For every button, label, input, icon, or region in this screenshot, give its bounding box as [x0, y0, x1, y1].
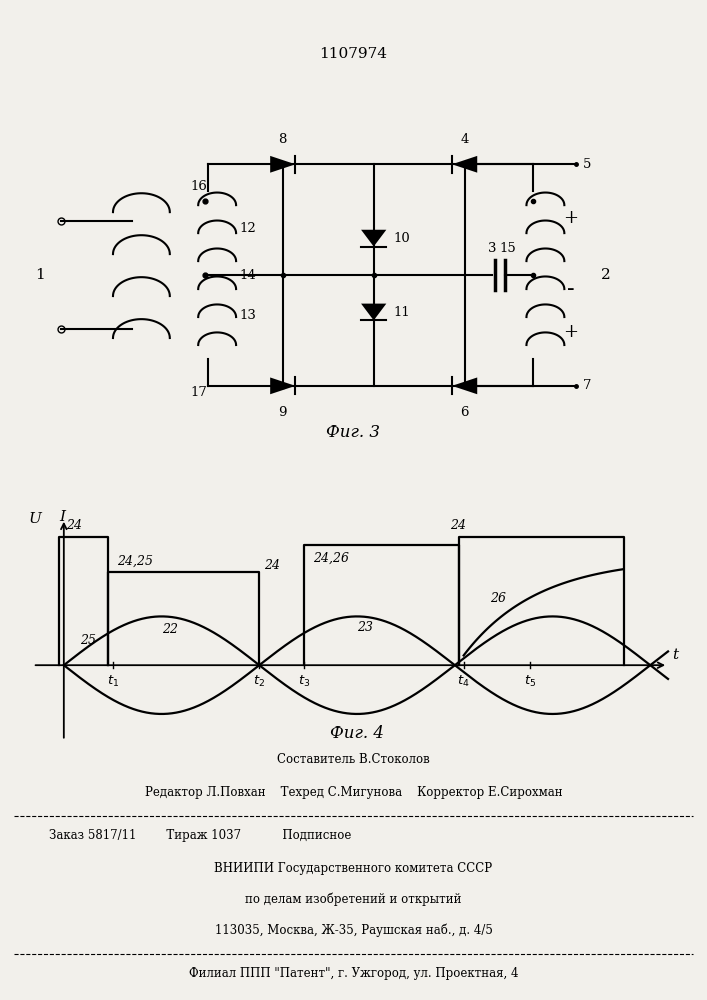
Text: +: + — [563, 209, 578, 227]
Text: Фиг. 4: Фиг. 4 — [330, 725, 384, 742]
Text: 13: 13 — [240, 309, 257, 322]
Text: 24,26: 24,26 — [312, 552, 349, 565]
Text: -: - — [567, 277, 575, 300]
Text: 11: 11 — [394, 306, 411, 318]
Text: $t_5$: $t_5$ — [524, 674, 537, 689]
Text: 10: 10 — [394, 232, 411, 245]
Polygon shape — [361, 304, 386, 320]
Text: 3: 3 — [488, 242, 496, 255]
Text: $t_1$: $t_1$ — [107, 674, 119, 689]
Text: 24: 24 — [450, 519, 467, 532]
Text: Заказ 5817/11        Тираж 1037           Подписное: Заказ 5817/11 Тираж 1037 Подписное — [49, 829, 352, 842]
Text: 14: 14 — [240, 269, 257, 282]
Polygon shape — [270, 156, 296, 173]
Polygon shape — [452, 156, 477, 173]
Text: 25: 25 — [80, 634, 96, 647]
Text: 5: 5 — [583, 158, 592, 171]
Text: 6: 6 — [460, 406, 469, 419]
Text: +: + — [563, 323, 578, 341]
Text: U: U — [29, 512, 42, 526]
Text: 1107974: 1107974 — [320, 47, 387, 61]
Text: 16: 16 — [190, 180, 207, 193]
Text: 2: 2 — [601, 268, 611, 282]
Text: 24: 24 — [66, 519, 81, 532]
Text: Филиал ППП "Патент", г. Ужгород, ул. Проектная, 4: Филиал ППП "Патент", г. Ужгород, ул. Про… — [189, 967, 518, 980]
Text: 22: 22 — [162, 623, 177, 636]
Text: 4: 4 — [460, 133, 469, 146]
Text: $t_3$: $t_3$ — [298, 674, 310, 689]
Text: 12: 12 — [240, 222, 257, 235]
Polygon shape — [361, 230, 386, 247]
Text: $t_4$: $t_4$ — [457, 674, 470, 689]
Text: 9: 9 — [279, 406, 287, 419]
Text: 8: 8 — [279, 133, 287, 146]
Polygon shape — [452, 377, 477, 394]
Text: t: t — [672, 648, 679, 662]
Text: по делам изобретений и открытий: по делам изобретений и открытий — [245, 893, 462, 906]
Text: 113035, Москва, Ж-35, Раушская наб., д. 4/5: 113035, Москва, Ж-35, Раушская наб., д. … — [214, 924, 493, 937]
Text: 23: 23 — [357, 621, 373, 634]
Text: 17: 17 — [190, 386, 207, 399]
Text: Редактор Л.Повхан    Техред С.Мигунова    Корректор Е.Сирохман: Редактор Л.Повхан Техред С.Мигунова Корр… — [145, 786, 562, 799]
Text: 24,25: 24,25 — [117, 555, 153, 568]
Text: 24: 24 — [264, 559, 280, 572]
Polygon shape — [270, 377, 296, 394]
Text: 26: 26 — [491, 592, 506, 605]
Text: 1: 1 — [35, 268, 45, 282]
Text: Фиг. 3: Фиг. 3 — [327, 424, 380, 441]
Text: $t_2$: $t_2$ — [253, 674, 265, 689]
Text: 7: 7 — [583, 379, 592, 392]
Text: ВНИИПИ Государственного комитета СССР: ВНИИПИ Государственного комитета СССР — [214, 862, 493, 875]
Text: I: I — [59, 510, 65, 524]
Text: Составитель В.Стоколов: Составитель В.Стоколов — [277, 753, 430, 766]
Text: 15: 15 — [499, 242, 516, 255]
